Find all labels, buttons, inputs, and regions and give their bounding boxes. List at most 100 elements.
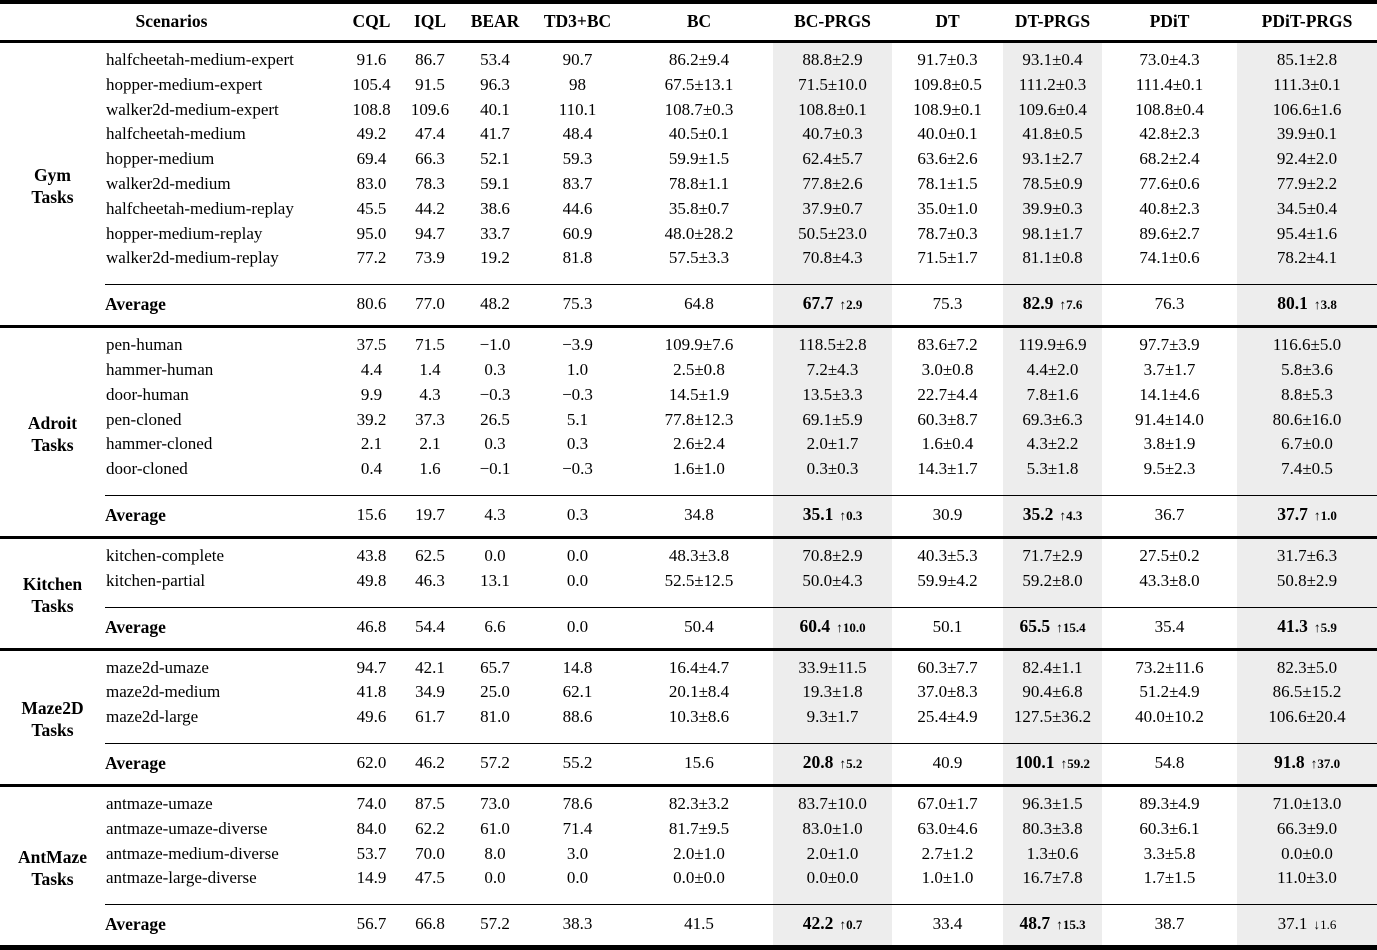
- scenario-name: halfcheetah-medium: [106, 124, 246, 144]
- score-cell: 2.0±1.7: [773, 432, 893, 458]
- score-cell: 59.2±8.0: [1003, 568, 1103, 608]
- up-arrow-icon: ↑: [836, 619, 843, 635]
- column-header-dt: DT: [892, 2, 1004, 43]
- score-cell: 95.0: [356, 223, 387, 243]
- score-cell: 33.7: [480, 223, 510, 243]
- average-score-cell: 57.2: [460, 742, 531, 787]
- average-score-cell: 80.6: [343, 284, 401, 329]
- score-cell: 109.6±0.4: [1003, 97, 1103, 123]
- score-cell: 8.0: [484, 843, 506, 863]
- delta-value: 1.6: [1320, 916, 1337, 932]
- score-cell: 108.8±0.4: [1135, 99, 1204, 119]
- table-body: Gym Tasks halfcheetah-medium-expert 91.6 86…: [0, 41, 1377, 948]
- average-score-cell: 91.8 ↑37.0: [1237, 742, 1377, 787]
- score-cell: 4.4±2.0: [1003, 357, 1103, 383]
- score-cell: 109.8±0.5: [913, 74, 982, 94]
- score-cell: 90.4±6.8: [1003, 680, 1103, 706]
- average-row: Average 62.0 46.2 57.2 55.2 15.6 20.8 ↑5.2 40.9 1…: [0, 742, 1377, 787]
- score-cell: 52.5±12.5: [664, 570, 734, 590]
- scenario-name: door-human: [106, 384, 189, 404]
- table-row: hopper-medium 69.4 66.3 52.1 59.3 59.9±1.5 62.…: [0, 147, 1377, 172]
- delta-up-annotation: ↑4.3: [1059, 508, 1082, 523]
- average-score-cell: 19.7: [400, 494, 461, 539]
- score-cell: 2.7±1.2: [921, 843, 974, 863]
- scenario-name: walker2d-medium-replay: [106, 248, 279, 268]
- scenario-name: hopper-medium-expert: [106, 74, 263, 94]
- average-score-cell: 50.4: [625, 606, 774, 651]
- task-group-label: Gym Tasks: [0, 41, 105, 329]
- score-cell: 7.4±0.5: [1237, 457, 1377, 496]
- score-cell: 66.3±9.0: [1237, 816, 1377, 842]
- column-header-pdit: PDiT: [1102, 2, 1238, 43]
- score-cell: 40.1: [480, 99, 510, 119]
- score-cell: 47.4: [415, 124, 445, 144]
- score-cell: 59.1: [480, 173, 510, 193]
- score-cell: 0.0: [484, 868, 506, 888]
- score-cell: 69.4: [356, 149, 387, 169]
- table-header: Scenarios CQL IQL BEAR TD3+BC BC BC-PRGS…: [0, 2, 1377, 43]
- score-cell: 86.2±9.4: [668, 50, 730, 69]
- score-cell: 61.0: [480, 818, 510, 838]
- average-score: 65.5: [1019, 615, 1051, 636]
- score-cell: 91.4±14.0: [1135, 409, 1204, 429]
- score-cell: 81.8: [562, 248, 593, 268]
- average-score-cell: 30.9: [892, 494, 1004, 539]
- score-cell: 94.7: [356, 657, 387, 677]
- average-score: 37.1: [1277, 913, 1308, 933]
- score-cell: 44.2: [415, 198, 445, 218]
- average-score-cell: 41.3 ↑5.9: [1237, 606, 1377, 651]
- score-cell: 70.0: [415, 843, 445, 863]
- score-cell: 19.2: [480, 248, 510, 268]
- score-cell: 73.2±11.6: [1135, 657, 1204, 677]
- score-cell: 0.3: [566, 434, 589, 454]
- average-score-cell: 56.7: [343, 904, 401, 948]
- scenario-name: halfcheetah-medium-expert: [106, 50, 294, 69]
- score-cell: 60.3±8.7: [917, 409, 978, 429]
- score-cell: 88.8±2.9: [773, 41, 893, 73]
- score-cell: 89.6±2.7: [1139, 223, 1200, 243]
- score-cell: 63.6±2.6: [917, 149, 978, 169]
- score-cell: 50.0±4.3: [773, 568, 893, 608]
- average-score-cell: 38.3: [530, 904, 626, 948]
- up-arrow-icon: ↑: [1056, 917, 1063, 933]
- score-cell: 1.0±1.0: [921, 868, 974, 888]
- score-cell: 96.3±1.5: [1003, 785, 1103, 817]
- table-row: door-human 9.9 4.3 −0.3 −0.3 14.5±1.9 13.5±3.3…: [0, 382, 1377, 408]
- score-cell: 42.1: [415, 657, 445, 677]
- score-cell: 78.2±4.1: [1237, 246, 1377, 285]
- score-cell: 57.5±3.3: [668, 248, 730, 268]
- score-cell: 9.3±1.7: [773, 705, 893, 744]
- scenario-name: antmaze-umaze: [106, 793, 213, 813]
- delta-up-annotation: ↑0.7: [839, 917, 862, 932]
- average-score: 41.3: [1277, 615, 1308, 636]
- average-score-cell: 33.4: [892, 904, 1004, 948]
- task-group-label: Adroit Tasks: [0, 326, 105, 539]
- score-cell: 62.2: [415, 818, 445, 838]
- score-cell: 45.5: [356, 198, 387, 218]
- score-cell: 34.5±0.4: [1237, 196, 1377, 222]
- average-score: 60.4: [799, 615, 831, 636]
- up-arrow-icon: ↑: [1059, 297, 1067, 313]
- score-cell: 78.5±0.9: [1003, 171, 1103, 197]
- score-cell: 98: [569, 74, 587, 94]
- score-cell: 108.7±0.3: [664, 99, 734, 119]
- up-arrow-icon: ↑: [839, 507, 847, 523]
- score-cell: 83.7±10.0: [773, 785, 893, 817]
- score-cell: 1.6±0.4: [921, 434, 974, 454]
- average-score: 20.8: [802, 751, 834, 772]
- table-row: antmaze-medium-diverse 53.7 70.0 8.0 3.0 2.0±…: [0, 841, 1377, 867]
- score-cell: 3.0±0.8: [921, 359, 974, 379]
- score-cell: 33.9±11.5: [773, 649, 893, 681]
- score-cell: 0.0: [566, 545, 589, 565]
- score-cell: 19.3±1.8: [773, 680, 893, 706]
- score-cell: 73.0±4.3: [1139, 50, 1200, 69]
- score-cell: −1.0: [479, 335, 511, 355]
- score-cell: 74.0: [356, 793, 387, 813]
- score-cell: 87.5: [415, 793, 445, 813]
- table-row: antmaze-large-diverse 14.9 47.5 0.0 0.0 0.0±0…: [0, 866, 1377, 905]
- score-cell: 20.1±8.4: [668, 682, 730, 702]
- average-score-cell: 35.1 ↑0.3: [773, 494, 893, 539]
- score-cell: 1.6±1.0: [673, 459, 725, 479]
- delta-value: 4.3: [1066, 507, 1083, 523]
- table-row: hammer-human 4.4 1.4 0.3 1.0 2.5±0.8 7.2±4.3 3.…: [0, 357, 1377, 383]
